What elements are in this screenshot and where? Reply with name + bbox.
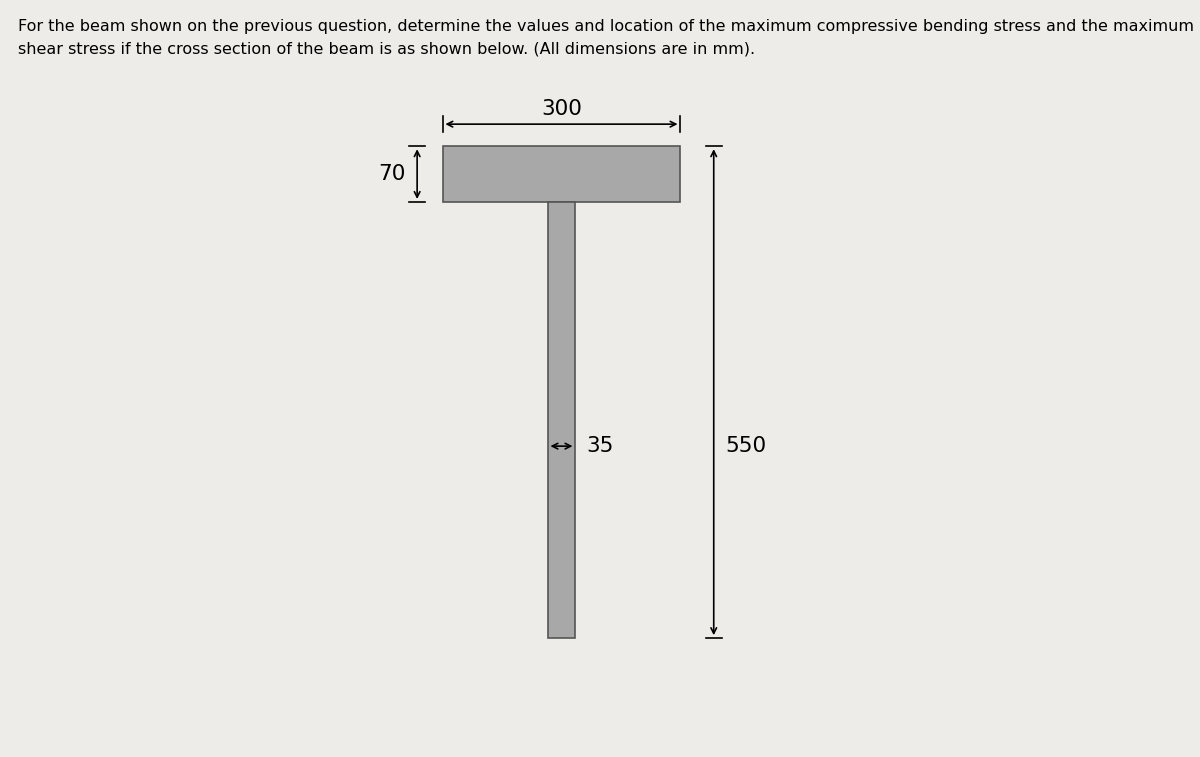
- Text: shear stress if the cross section of the beam is as shown below. (All dimensions: shear stress if the cross section of the…: [18, 42, 755, 57]
- Text: For the beam shown on the previous question, determine the values and location o: For the beam shown on the previous quest…: [18, 19, 1194, 34]
- Text: 550: 550: [725, 436, 766, 456]
- Text: 35: 35: [587, 436, 614, 456]
- Bar: [443, 146, 680, 202]
- Text: 300: 300: [541, 99, 582, 120]
- Text: 70: 70: [379, 164, 406, 184]
- Bar: [547, 202, 575, 638]
